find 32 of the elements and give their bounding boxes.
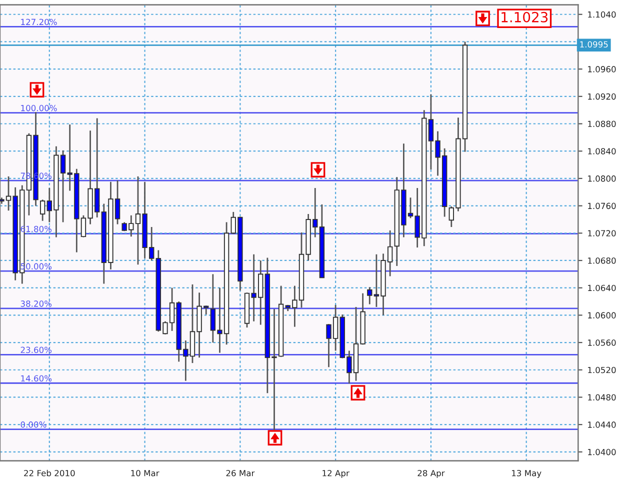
y-tick-label: 1.0760 bbox=[588, 202, 616, 210]
y-tick-label: 1.0880 bbox=[588, 120, 616, 128]
y-tick-label: 1.0960 bbox=[588, 66, 616, 72]
x-tick-label: 12 Apr bbox=[322, 470, 350, 478]
ref-line-label: 23.60% bbox=[20, 346, 52, 354]
y-tick-label: 1.0800 bbox=[588, 175, 616, 182]
y-tick-label: 1.0840 bbox=[588, 148, 616, 154]
candlestick bbox=[367, 286, 372, 305]
y-tick-label: 1.1040 bbox=[588, 11, 616, 18]
ref-line-label: 127.20% bbox=[21, 18, 57, 26]
y-tick-label: 1.0520 bbox=[588, 366, 616, 374]
ref-line-label: 38.20% bbox=[20, 300, 52, 307]
y-tick-label: 1.0400 bbox=[588, 448, 616, 456]
x-tick-label: 13 May bbox=[512, 470, 542, 478]
y-tick-label: 1.0560 bbox=[588, 340, 616, 346]
ref-line-label: 100.00% bbox=[21, 104, 57, 112]
ref-line-label: 0.00% bbox=[20, 421, 46, 428]
y-tick-label: 1.0920 bbox=[588, 93, 616, 100]
x-tick-label: 22 Feb 2010 bbox=[24, 470, 75, 476]
y-tick-label: 1.0600 bbox=[588, 312, 616, 318]
y-tick-label: 1.0680 bbox=[588, 257, 616, 264]
ref-line-label: 14.60% bbox=[21, 375, 52, 382]
x-tick-label: 28 Apr bbox=[418, 470, 445, 478]
y-tick-label: 1.0440 bbox=[588, 422, 616, 428]
y-tick-label: 1.0640 bbox=[588, 284, 616, 292]
y-tick-label: 1.0480 bbox=[588, 394, 616, 401]
x-tick-label: 10 Mar bbox=[131, 470, 160, 476]
y-tick-label: 1.0720 bbox=[588, 230, 616, 236]
x-tick-label: 26 Mar bbox=[226, 470, 255, 476]
ref-line-label: 1.0995 bbox=[580, 41, 608, 48]
annotation: 1.1023 bbox=[502, 12, 548, 22]
candlestick bbox=[40, 198, 46, 222]
